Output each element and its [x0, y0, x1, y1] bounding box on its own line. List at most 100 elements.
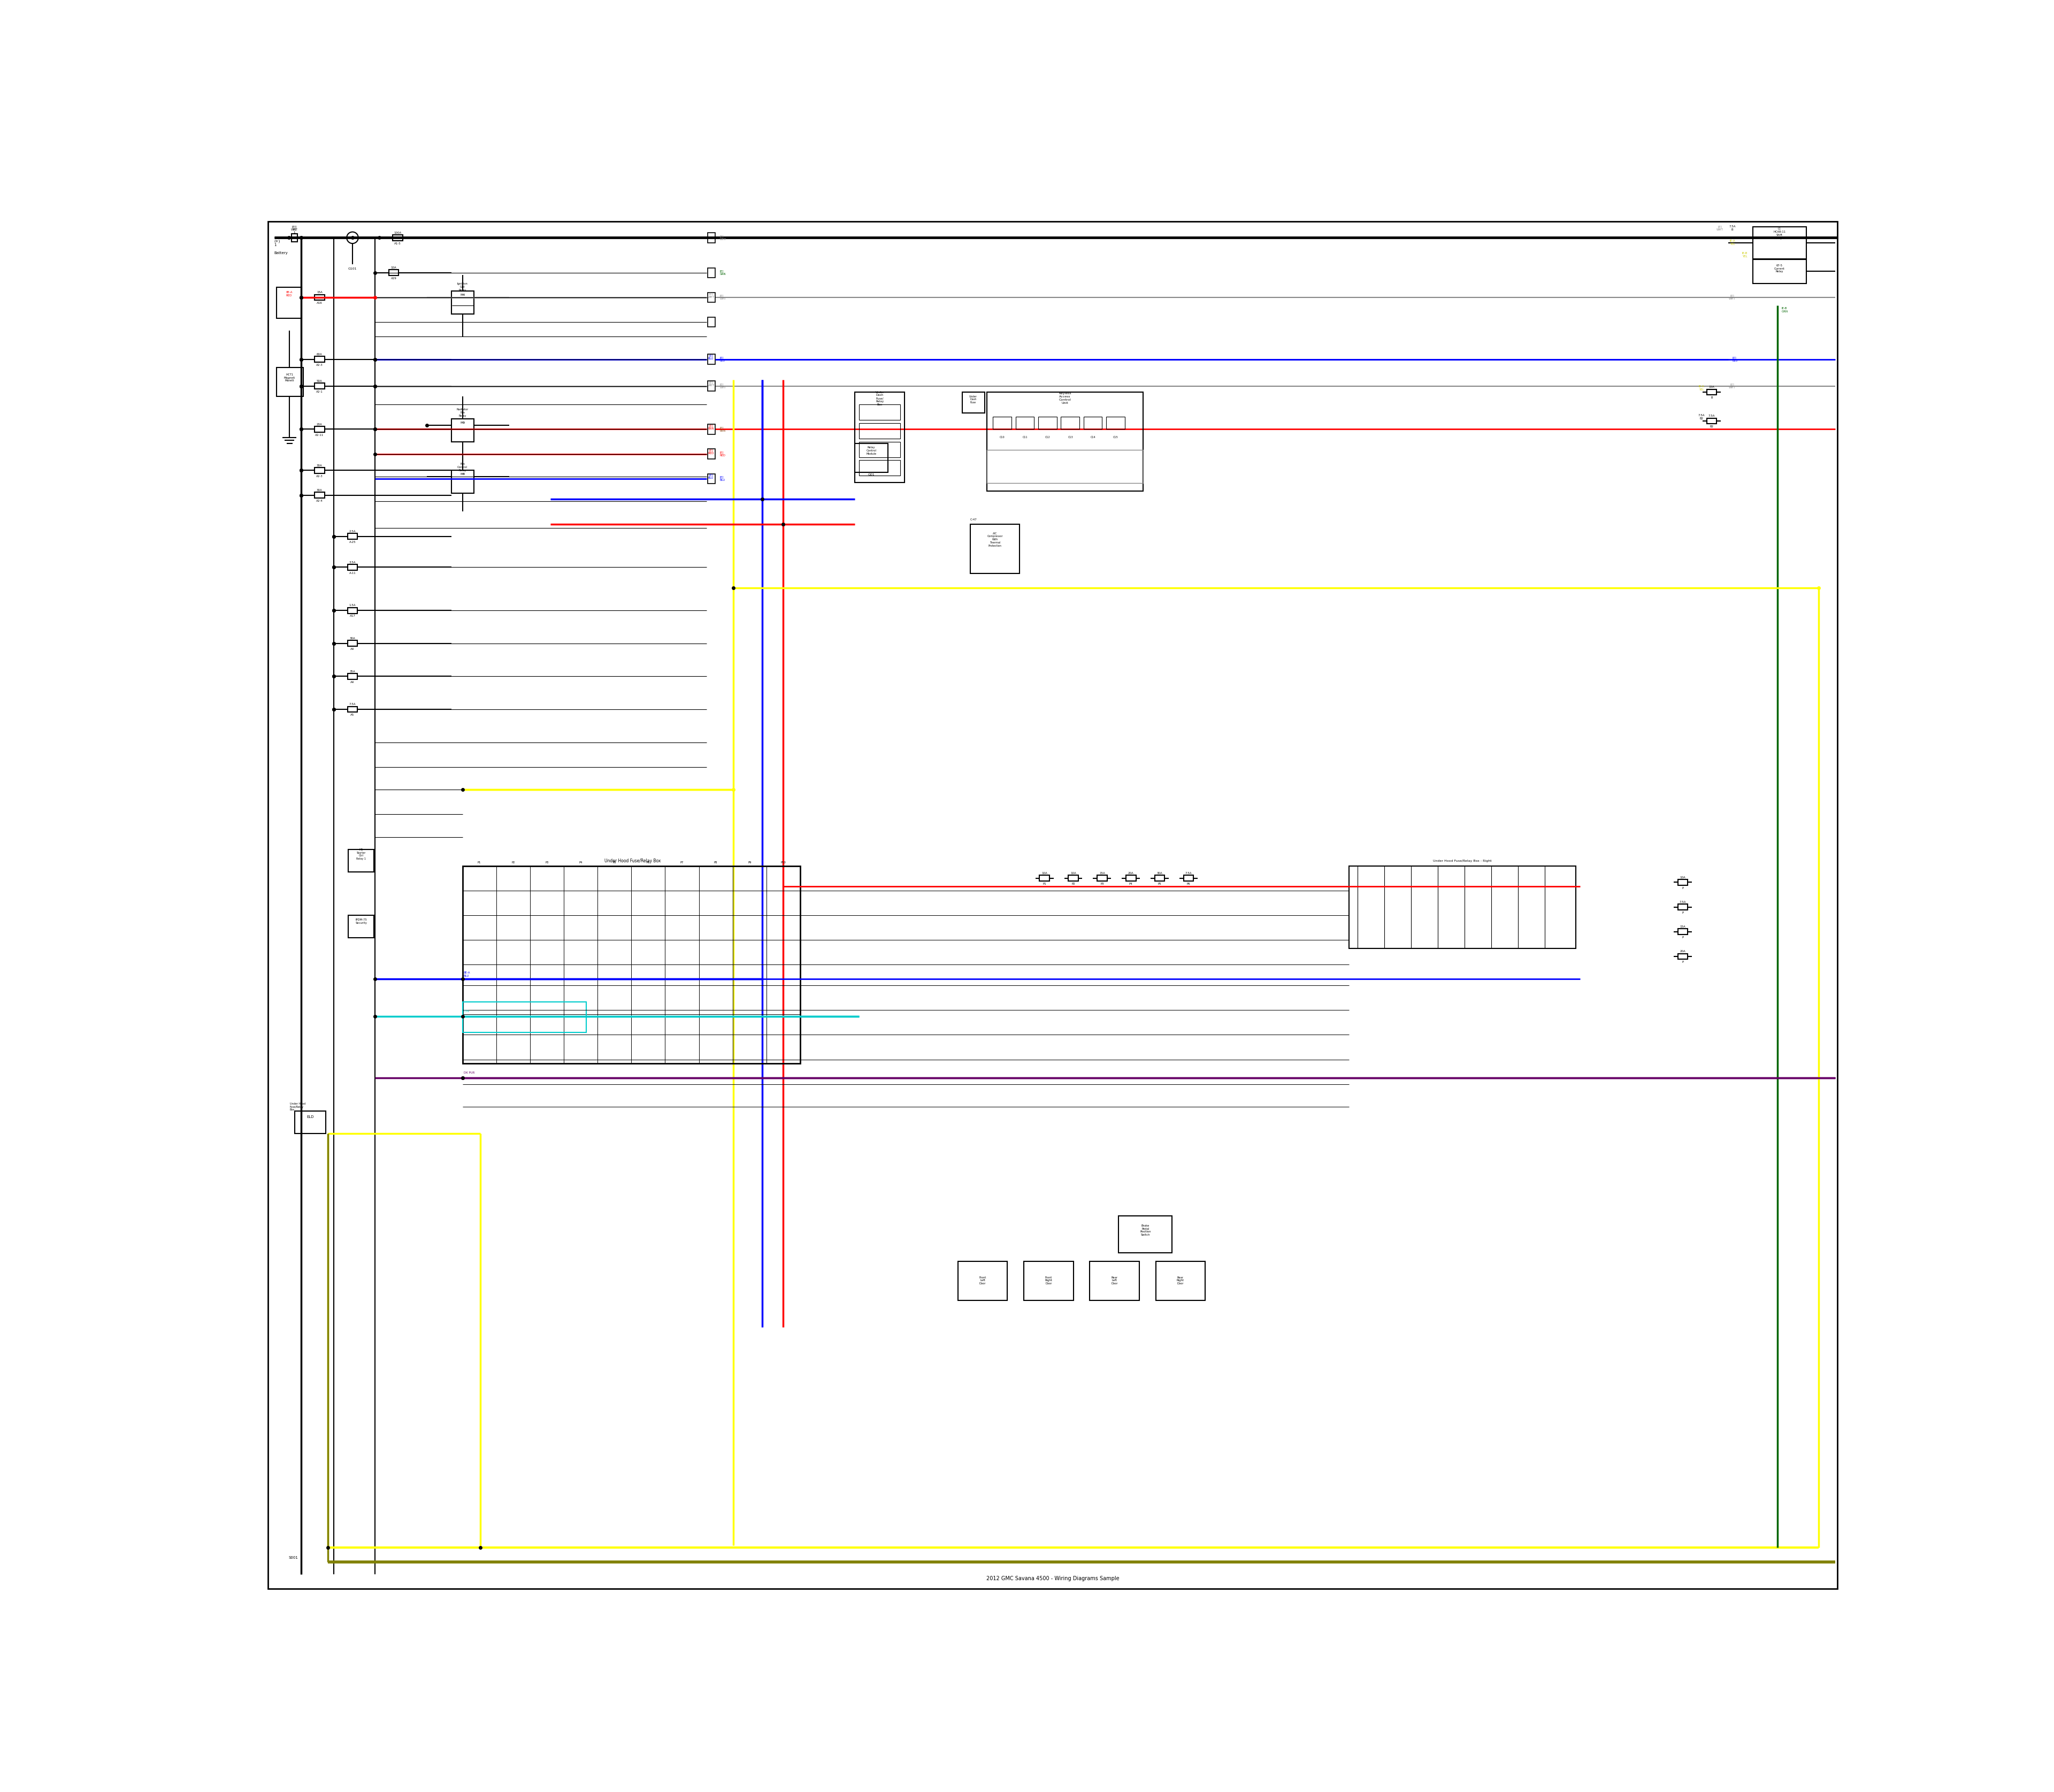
Text: IE-B
YEL: IE-B YEL — [1742, 253, 1748, 258]
Text: 30A: 30A — [316, 489, 322, 491]
Bar — [1678, 880, 1688, 885]
Text: 2012 GMC Savana 4500 - Wiring Diagrams Sample: 2012 GMC Savana 4500 - Wiring Diagrams S… — [986, 1575, 1119, 1581]
Text: [E]
WHT: [E] WHT — [1729, 383, 1736, 389]
Bar — [349, 849, 374, 873]
Text: 15A: 15A — [316, 290, 322, 294]
Bar — [296, 1111, 327, 1134]
Text: 1.5A: 1.5A — [349, 604, 355, 607]
Text: Under
Dash
Fuse/
Relay
Box: Under Dash Fuse/ Relay Box — [875, 391, 883, 405]
Bar — [707, 292, 715, 303]
Text: T1
1: T1 1 — [292, 228, 296, 235]
Text: IPDM-75
Security: IPDM-75 Security — [355, 919, 368, 925]
Bar — [1097, 874, 1107, 882]
Bar — [277, 367, 304, 396]
Text: A29: A29 — [390, 278, 396, 280]
Bar — [347, 640, 357, 647]
Text: A2-3: A2-3 — [316, 364, 322, 366]
Text: P2: P2 — [1072, 883, 1074, 885]
Text: C14: C14 — [1091, 435, 1095, 439]
Bar — [1752, 260, 1805, 283]
Text: CYN: CYN — [464, 1011, 470, 1012]
Text: 7.5A: 7.5A — [1709, 414, 1715, 418]
Bar — [1707, 389, 1717, 394]
Bar — [292, 233, 298, 242]
Bar — [707, 355, 715, 364]
Text: Radiator
Fan
Relay: Radiator Fan Relay — [456, 409, 468, 418]
Text: P1: P1 — [479, 862, 481, 864]
Bar — [1678, 905, 1688, 910]
Text: C10: C10 — [1000, 435, 1004, 439]
Bar — [707, 267, 715, 278]
Bar — [347, 564, 357, 570]
Text: [E]
BRN: [E] BRN — [709, 425, 715, 430]
Text: P5: P5 — [1158, 883, 1163, 885]
Bar — [347, 607, 357, 613]
Text: [E]
BLU: [E] BLU — [709, 473, 713, 480]
Text: Under Hood Fuse/Relay Box - Right: Under Hood Fuse/Relay Box - Right — [1434, 860, 1491, 862]
Text: P7: P7 — [680, 862, 684, 864]
Text: A-25: A-25 — [349, 541, 355, 543]
Bar — [1039, 874, 1050, 882]
Bar — [1023, 1262, 1074, 1301]
Text: IE-B
GRN: IE-B GRN — [1781, 306, 1789, 312]
Text: A4: A4 — [351, 681, 355, 683]
Text: 7.5A
B2: 7.5A B2 — [1699, 414, 1705, 419]
Text: C12: C12 — [1045, 435, 1050, 439]
Text: 20A: 20A — [1680, 950, 1686, 953]
Text: A16: A16 — [316, 301, 322, 305]
Bar — [388, 271, 398, 276]
Text: 7.5A: 7.5A — [349, 702, 355, 706]
Text: 10A: 10A — [1041, 873, 1048, 874]
Text: [E]
WHT: [E] WHT — [719, 294, 727, 301]
Text: Front
Left
Door: Front Left Door — [980, 1276, 986, 1285]
Bar — [1126, 874, 1136, 882]
Text: 2.5A: 2.5A — [349, 530, 355, 532]
Text: A2-3: A2-3 — [316, 475, 322, 477]
Bar — [992, 418, 1011, 430]
Bar — [707, 473, 715, 484]
Text: C13: C13 — [1068, 435, 1072, 439]
Text: 10A: 10A — [1070, 873, 1076, 874]
Bar — [347, 674, 357, 679]
Text: C-47: C-47 — [969, 518, 978, 521]
Bar — [1154, 874, 1165, 882]
Text: Relay
Control
Module: Relay Control Module — [867, 446, 877, 455]
Text: P3: P3 — [544, 862, 548, 864]
Text: [E]
RED: [E] RED — [709, 450, 715, 455]
Bar — [1678, 928, 1688, 935]
Bar — [314, 468, 325, 473]
Text: [E]
GRN: [E] GRN — [719, 271, 725, 276]
Text: 30A: 30A — [1156, 873, 1163, 874]
Text: 30A: 30A — [316, 464, 322, 466]
Bar — [277, 287, 302, 317]
Text: 3.5A: 3.5A — [349, 561, 355, 564]
Bar — [349, 916, 374, 937]
Bar — [392, 235, 403, 240]
Bar — [452, 471, 474, 493]
Text: L1
HCAR-11
Shift
Relay 1: L1 HCAR-11 Shift Relay 1 — [1773, 228, 1785, 240]
Text: 15A: 15A — [1099, 873, 1105, 874]
Text: [E]
BLU: [E] BLU — [709, 355, 713, 360]
Text: A4: A4 — [351, 649, 355, 650]
Bar — [957, 1262, 1006, 1301]
Text: A-11: A-11 — [349, 572, 355, 573]
Text: 100A: 100A — [394, 231, 403, 235]
Text: 8E-A
BLU: 8E-A BLU — [464, 971, 470, 977]
Text: P2: P2 — [511, 862, 516, 864]
Bar — [314, 493, 325, 498]
Bar — [314, 294, 325, 301]
Text: A/C
Compressor
With
Thermal
Protection: A/C Compressor With Thermal Protection — [988, 532, 1002, 547]
Text: [E]
WHT: [E] WHT — [719, 235, 727, 240]
Text: A2-1: A2-1 — [316, 391, 322, 392]
Text: P9: P9 — [748, 862, 752, 864]
Bar — [986, 450, 1144, 482]
Text: 7.5A: 7.5A — [1680, 901, 1686, 903]
Text: P6: P6 — [647, 862, 649, 864]
Text: HCT1
Magneti
Marelli: HCT1 Magneti Marelli — [283, 373, 296, 382]
Text: P4: P4 — [579, 862, 583, 864]
Text: B2: B2 — [1709, 425, 1713, 428]
Text: Fan
Control
Relay: Fan Control Relay — [458, 462, 468, 471]
Text: P3: P3 — [1101, 883, 1103, 885]
Bar — [462, 866, 801, 1063]
Text: [E]
BRN: [E] BRN — [719, 426, 725, 432]
